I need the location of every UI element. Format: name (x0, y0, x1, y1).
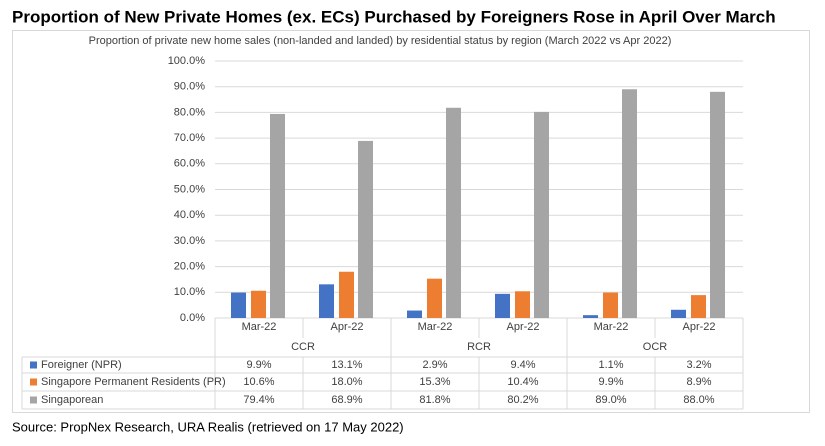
y-tick-label: 50.0% (174, 183, 205, 195)
bar (495, 293, 510, 318)
x-tick-label: Mar-22 (418, 321, 453, 333)
x-tick-label: Mar-22 (242, 321, 277, 333)
y-tick-label: 60.0% (174, 158, 205, 170)
table-cell: 1.1% (598, 359, 623, 371)
y-tick-label: 100.0% (168, 55, 206, 67)
bar (358, 140, 373, 318)
bar (534, 111, 549, 318)
chart-title: Proportion of New Private Homes (ex. ECs… (12, 7, 776, 26)
bar (407, 310, 422, 318)
bar (427, 278, 442, 318)
table-cell: 81.8% (419, 394, 450, 406)
chart-subtitle: Proportion of private new home sales (no… (89, 35, 672, 47)
table-cell: 9.9% (598, 376, 623, 388)
bar (671, 309, 686, 318)
source-note: Source: PropNex Research, URA Realis (re… (12, 419, 404, 434)
table-cell: 80.2% (507, 394, 538, 406)
table-cell: 79.4% (243, 394, 274, 406)
bar (583, 315, 598, 318)
group-label: CCR (291, 341, 315, 353)
legend-swatch (30, 396, 37, 404)
table-cell: 15.3% (419, 376, 450, 388)
bar (270, 113, 285, 318)
table-cell: 89.0% (595, 394, 626, 406)
bar (603, 292, 618, 318)
table-cell: 18.0% (331, 376, 362, 388)
legend-swatch (30, 378, 37, 386)
table-cell: 9.4% (510, 359, 535, 371)
y-tick-label: 80.0% (174, 106, 205, 118)
bar (339, 271, 354, 318)
y-tick-label: 0.0% (180, 312, 205, 324)
table-cell: 10.4% (507, 376, 538, 388)
table-cell: 3.2% (686, 359, 711, 371)
bar (319, 284, 334, 318)
legend-swatch (30, 361, 37, 369)
y-tick-label: 40.0% (174, 209, 205, 221)
x-tick-label: Apr-22 (506, 321, 539, 333)
bar (622, 89, 637, 319)
y-tick-label: 90.0% (174, 81, 205, 93)
group-label: OCR (643, 341, 668, 353)
group-label: RCR (467, 341, 491, 353)
y-tick-label: 30.0% (174, 235, 205, 247)
table-cell: 8.9% (686, 376, 711, 388)
table-cell: 10.6% (243, 376, 274, 388)
chart-frame (12, 30, 810, 413)
table-cell: 9.9% (246, 359, 271, 371)
legend-label: Foreigner (NPR) (41, 359, 122, 371)
table-cell: 13.1% (331, 359, 362, 371)
x-tick-label: Apr-22 (682, 321, 715, 333)
legend-label: Singaporean (41, 394, 103, 406)
bar (231, 292, 246, 318)
bar (710, 91, 725, 318)
x-tick-label: Mar-22 (594, 321, 629, 333)
table-cell: 68.9% (331, 394, 362, 406)
x-tick-label: Apr-22 (330, 321, 363, 333)
y-tick-label: 10.0% (174, 286, 205, 298)
bar (446, 107, 461, 318)
legend-label: Singapore Permanent Residents (PR) (41, 376, 226, 388)
bar (691, 295, 706, 318)
bar (515, 291, 530, 318)
y-tick-label: 20.0% (174, 261, 205, 273)
y-tick-label: 70.0% (174, 132, 205, 144)
table-cell: 88.0% (683, 394, 714, 406)
table-cell: 2.9% (422, 359, 447, 371)
bar (251, 290, 266, 318)
